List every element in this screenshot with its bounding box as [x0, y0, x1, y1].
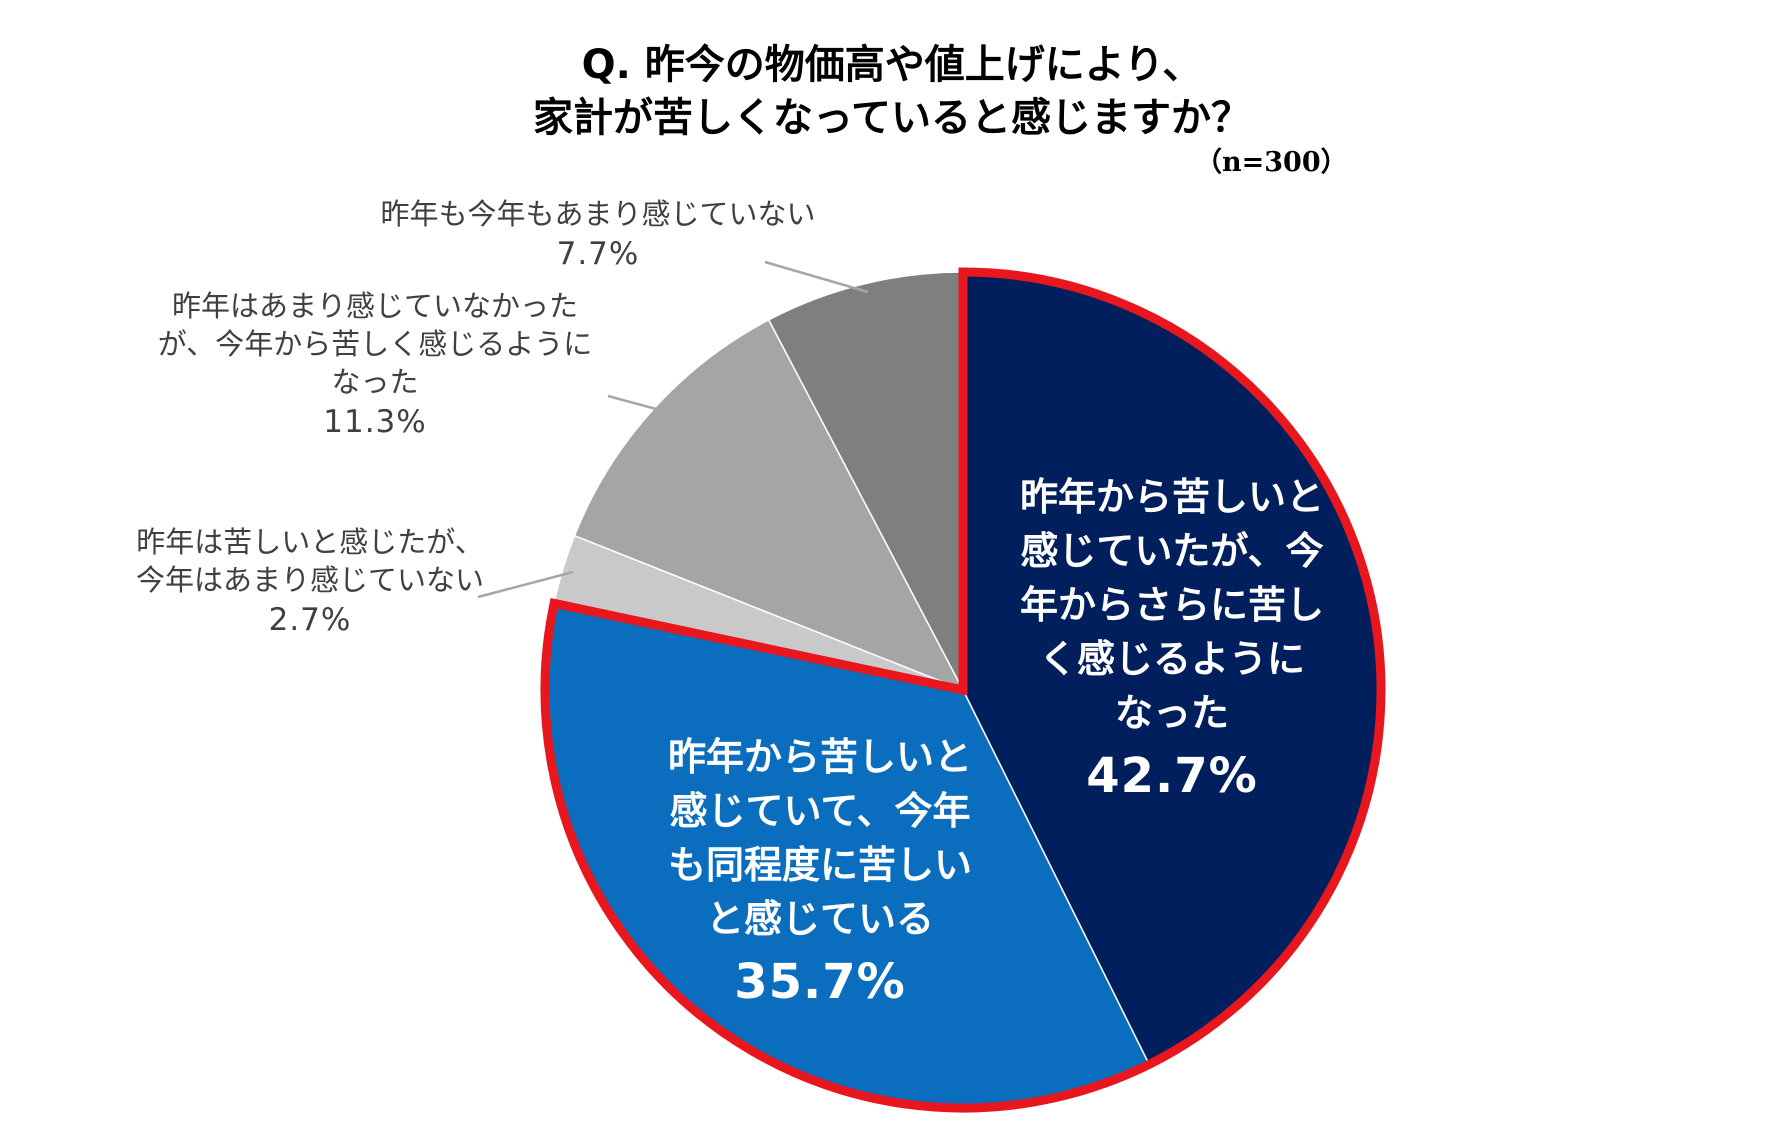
- sample-size-note: （n=300）: [1195, 147, 1348, 178]
- slice-label-text: 年からさらに苦し: [1020, 583, 1324, 627]
- slice-label-text: 感じていたが、今: [1020, 529, 1323, 573]
- pie-slice-5: [767, 271, 964, 691]
- slice-value-label: 2.7%: [269, 602, 352, 638]
- slice-label-text: も同程度に苦しい: [668, 843, 972, 887]
- slice-label-text: が、今年から苦しく感じるように: [158, 327, 592, 361]
- slice-label-text: 今年はあまり感じていない: [136, 563, 484, 597]
- slice-label-text: 感じていて、今年: [670, 789, 971, 833]
- leader-line-3: [477, 570, 574, 599]
- slice-label-text: 昨年はあまり感じていなかった: [172, 289, 578, 323]
- slice-label-text: く感じるように: [1039, 637, 1305, 681]
- slice-value-label: 42.7%: [1086, 748, 1258, 804]
- leader-line-5: [764, 260, 869, 294]
- slice-label-text: 昨年から苦しいと: [668, 735, 972, 779]
- slice-label-text: と感じている: [706, 897, 934, 941]
- slice-label-text: 昨年も今年もあまり感じていない: [380, 197, 815, 231]
- slice-value-label: 7.7%: [557, 236, 640, 272]
- leader-line-4: [607, 394, 661, 412]
- slice-value-label: 11.3%: [323, 404, 426, 440]
- slice-label-5: 昨年も今年もあまり感じていない 7.7%: [380, 197, 815, 272]
- highlight-outline: [540, 267, 1386, 1113]
- slice-label-text: なった: [1115, 691, 1229, 735]
- slice-label-text: 昨年から苦しいと: [1020, 475, 1324, 519]
- chart-title-line-2: 家計が苦しくなっていると感じますか？: [533, 95, 1251, 141]
- slice-label-3: 昨年は苦しいと感じたが、今年はあまり感じていない 2.7%: [136, 525, 484, 638]
- slice-label-text: なった: [331, 365, 418, 399]
- chart-title-line-1: Q. 昨今の物価高や値上げにより、: [581, 42, 1203, 88]
- pie-slice-4: [573, 318, 965, 692]
- slice-value-label: 35.7%: [734, 954, 906, 1010]
- slice-label-text: 昨年は苦しいと感じたが、: [136, 525, 483, 559]
